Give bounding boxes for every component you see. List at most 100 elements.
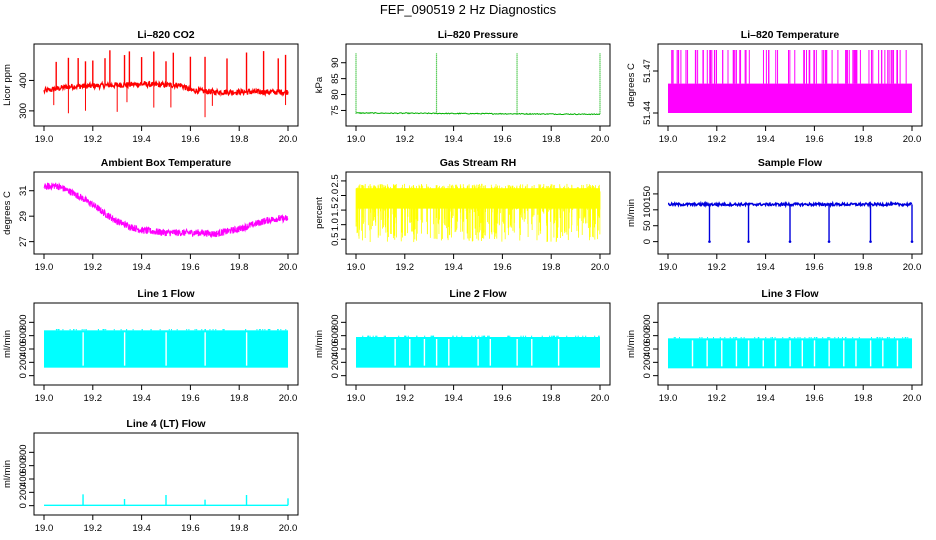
y-tick-label: 51.47 bbox=[642, 59, 653, 83]
panel-licor-temp: Li–820 Temperature 19.0 19.2 19.4 19.6 19.8 20… bbox=[626, 29, 922, 145]
x-tick-label: 19.8 bbox=[230, 523, 249, 534]
plot-frame bbox=[34, 172, 298, 254]
x-tick-label: 19.8 bbox=[230, 134, 249, 145]
series-line bbox=[356, 113, 600, 115]
y-tick-label: 0.5 bbox=[330, 233, 341, 246]
series-group bbox=[44, 494, 288, 505]
y-tick-label: 0 bbox=[330, 373, 341, 378]
y-axis-label: Licor ppm bbox=[2, 64, 13, 106]
x-tick-label: 19.6 bbox=[805, 393, 824, 404]
x-tick-label: 19.6 bbox=[181, 523, 200, 534]
x-tick-label: 20.0 bbox=[279, 134, 298, 145]
x-tick-label: 20.0 bbox=[591, 393, 610, 404]
x-tick-label: 19.0 bbox=[347, 262, 366, 273]
panel-line1: Line 1 Flow19.0 19.2 19.4 19.6 19.8 20.002004… bbox=[2, 288, 298, 404]
plot-title: Line 3 Flow bbox=[761, 288, 819, 300]
y-tick-label: 2.5 bbox=[330, 174, 341, 187]
y-tick-label: 800 bbox=[330, 314, 341, 330]
x-tick-label: 19.8 bbox=[854, 134, 873, 145]
series-band bbox=[668, 84, 912, 113]
y-tick-label: 0 bbox=[18, 373, 29, 378]
x-tick-label: 20.0 bbox=[279, 262, 298, 273]
x-tick-label: 19.2 bbox=[84, 393, 103, 404]
y-tick-label: 0 bbox=[642, 373, 653, 378]
panel-rh: Gas Stream RH 19.0 19.2 19.4 19.6 19.8 20.0 0.5… bbox=[314, 157, 610, 273]
series-group bbox=[356, 53, 600, 115]
x-tick-label: 19.2 bbox=[396, 393, 415, 404]
x-tick-label: 19.4 bbox=[756, 262, 775, 273]
y-axis-label: kPa bbox=[314, 76, 325, 93]
x-tick-label: 19.6 bbox=[493, 393, 512, 404]
series-line bbox=[44, 183, 288, 237]
y-tick-label: 0 bbox=[642, 239, 653, 244]
y-tick-label: 300 bbox=[18, 103, 29, 119]
y-tick-label: 100 bbox=[642, 202, 653, 218]
panel-ambient-temp: Ambient Box Temperature 19.0 19.2 19.4 19.6 1… bbox=[2, 157, 298, 273]
x-tick-label: 19.6 bbox=[805, 262, 824, 273]
x-tick-label: 19.0 bbox=[35, 523, 54, 534]
x-tick-label: 19.8 bbox=[542, 134, 561, 145]
panel-line3: Line 3 Flow19.0 19.2 19.4 19.6 19.8 20.002004… bbox=[626, 288, 922, 404]
y-axis-label: ml/min bbox=[2, 330, 13, 358]
series-group bbox=[668, 203, 913, 243]
series-group bbox=[356, 184, 600, 242]
y-tick-label: 800 bbox=[18, 444, 29, 460]
x-tick-label: 19.6 bbox=[181, 393, 200, 404]
y-tick-label: 1.0 bbox=[330, 218, 341, 231]
x-tick-label: 19.4 bbox=[132, 262, 151, 273]
x-tick-label: 19.6 bbox=[493, 134, 512, 145]
x-tick-label: 19.8 bbox=[542, 262, 561, 273]
x-tick-label: 19.4 bbox=[132, 393, 151, 404]
x-tick-label: 19.4 bbox=[444, 393, 463, 404]
x-tick-label: 19.2 bbox=[84, 134, 103, 145]
series-group bbox=[668, 50, 912, 113]
x-tick-label: 19.2 bbox=[708, 393, 727, 404]
panel-line2: Line 2 Flow19.0 19.2 19.4 19.6 19.8 20.002004… bbox=[314, 288, 610, 404]
x-tick-label: 20.0 bbox=[279, 393, 298, 404]
x-tick-label: 19.4 bbox=[132, 523, 151, 534]
x-tick-label: 20.0 bbox=[903, 262, 922, 273]
y-tick-label: 400 bbox=[18, 73, 29, 89]
x-tick-label: 19.2 bbox=[84, 523, 103, 534]
x-tick-label: 19.8 bbox=[854, 262, 873, 273]
x-tick-label: 19.0 bbox=[35, 134, 54, 145]
plot-title: Gas Stream RH bbox=[440, 157, 516, 169]
plot-title: Li–820 Temperature bbox=[741, 29, 840, 41]
series-group bbox=[44, 183, 288, 237]
series-group bbox=[668, 337, 912, 368]
x-tick-label: 19.8 bbox=[230, 393, 249, 404]
x-tick-label: 19.4 bbox=[444, 262, 463, 273]
x-tick-label: 19.0 bbox=[659, 393, 678, 404]
x-tick-label: 19.0 bbox=[35, 393, 54, 404]
x-tick-label: 20.0 bbox=[903, 134, 922, 145]
x-tick-label: 19.2 bbox=[708, 262, 727, 273]
panel-co2: Li–820 CO2 19.0 19.2 19.4 19.6 19.8 20.0 300 400… bbox=[2, 29, 298, 145]
x-tick-label: 19.2 bbox=[396, 134, 415, 145]
y-tick-label: 29 bbox=[18, 211, 29, 222]
x-tick-label: 20.0 bbox=[279, 523, 298, 534]
x-tick-label: 19.4 bbox=[756, 134, 775, 145]
x-tick-label: 19.8 bbox=[230, 262, 249, 273]
x-tick-label: 19.0 bbox=[347, 393, 366, 404]
x-tick-label: 19.4 bbox=[444, 134, 463, 145]
y-axis-label: ml/min bbox=[626, 199, 637, 227]
y-tick-label: 50 bbox=[642, 220, 653, 231]
y-tick-label: 0 bbox=[18, 503, 29, 508]
plot-title: Li–820 Pressure bbox=[438, 29, 519, 41]
panel-sample-flow: Sample Flow 19.0 19.2 19.4 19.6 19.8 20.0 0 50 10… bbox=[626, 157, 922, 273]
y-axis-label: degrees C bbox=[626, 63, 637, 107]
x-tick-label: 19.4 bbox=[756, 393, 775, 404]
x-tick-label: 19.0 bbox=[659, 134, 678, 145]
y-tick-label: 80 bbox=[330, 89, 341, 100]
y-tick-label: 1.5 bbox=[330, 203, 341, 216]
y-tick-label: 75 bbox=[330, 105, 341, 116]
plot-title: Line 1 Flow bbox=[137, 288, 195, 300]
y-tick-label: 150 bbox=[642, 186, 653, 202]
y-tick-label: 31 bbox=[18, 185, 29, 196]
figure: FEF_090519 2 Hz Diagnostics Li–820 CO2 19… bbox=[0, 0, 936, 540]
x-tick-label: 19.0 bbox=[35, 262, 54, 273]
y-tick-label: 800 bbox=[18, 314, 29, 330]
x-tick-label: 19.6 bbox=[181, 134, 200, 145]
plot-title: Sample Flow bbox=[758, 157, 823, 169]
x-tick-label: 20.0 bbox=[591, 262, 610, 273]
